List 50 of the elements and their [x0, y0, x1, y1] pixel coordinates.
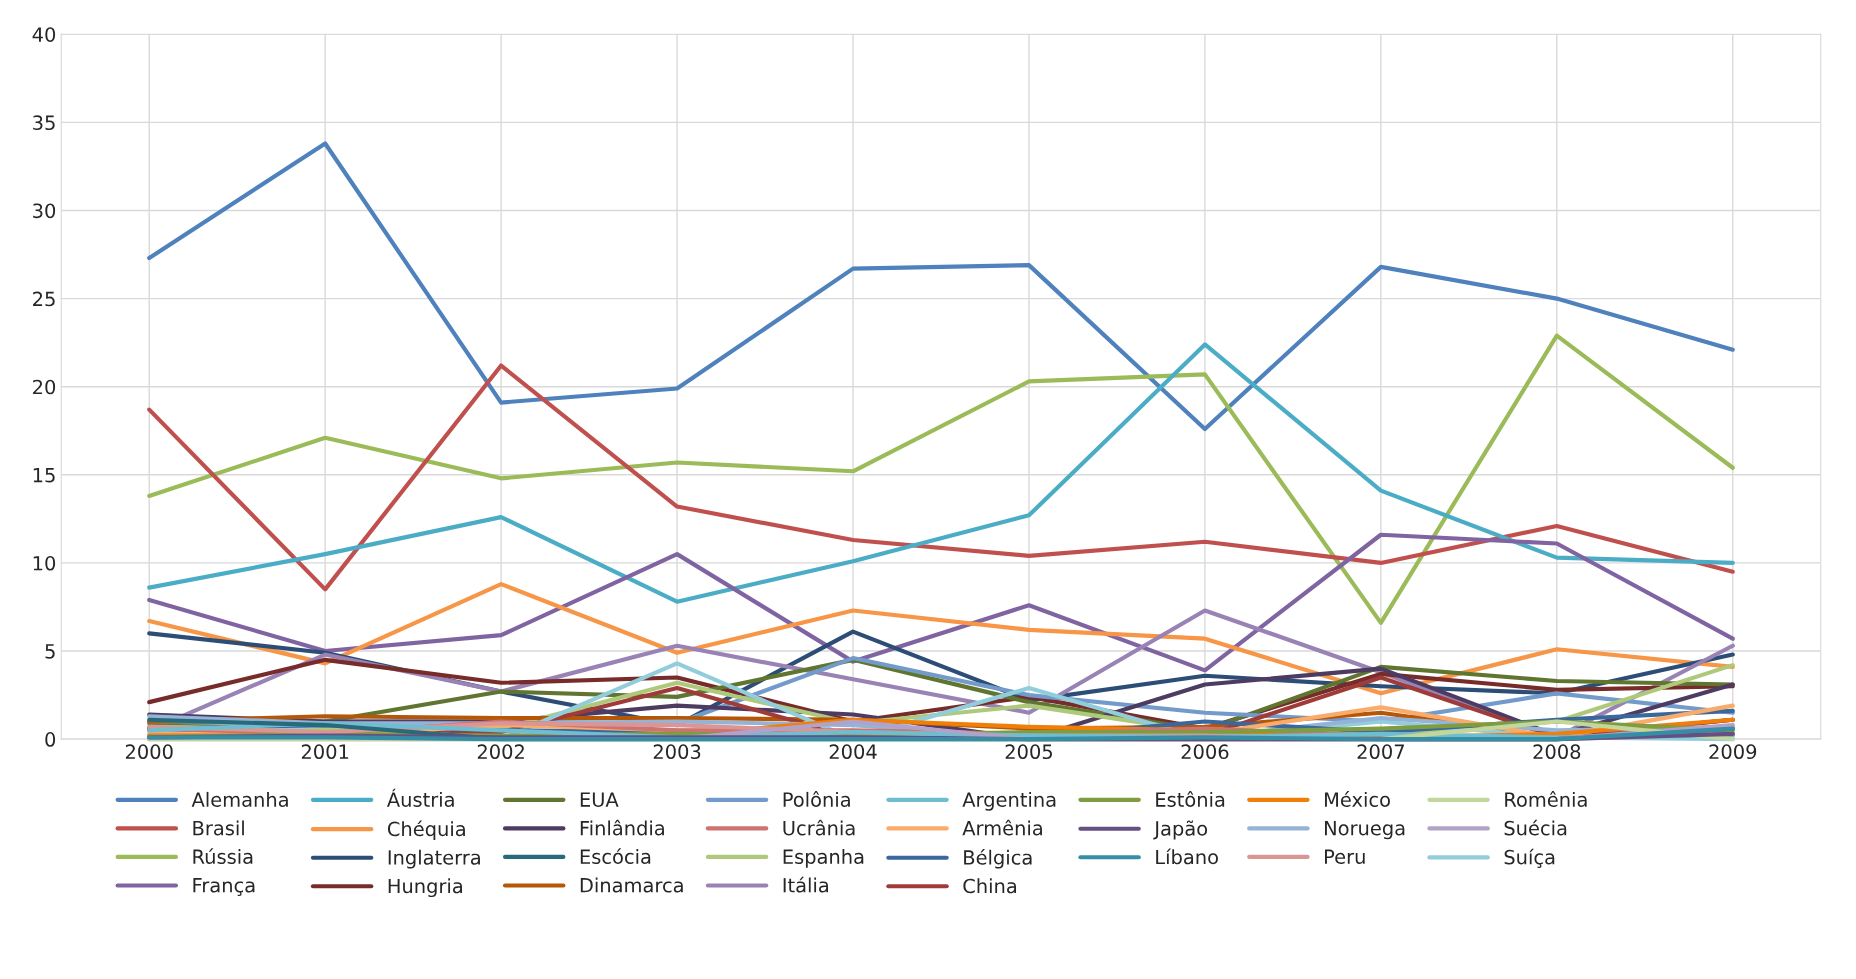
x-tick-label: 2000	[125, 744, 173, 760]
y-tick-label: 10	[33, 555, 56, 571]
legend-label: Áustria	[386, 788, 454, 807]
x-tick-label: 2002	[477, 744, 524, 760]
legend-label: Japão	[1153, 820, 1208, 840]
x-tick-label: 2001	[301, 744, 349, 760]
y-tick-label: 25	[33, 291, 55, 307]
legend-label: EUA	[580, 792, 619, 807]
legend-label: Rússia	[193, 848, 253, 865]
x-tick-label: 2004	[829, 744, 877, 760]
legend-label: Brasil	[193, 820, 244, 836]
y-tick-label: 30	[33, 203, 56, 219]
legend-label: Chéquia	[387, 820, 465, 841]
legend-label: Inglaterra	[388, 849, 480, 869]
legend-label: Itália	[783, 876, 829, 893]
legend-label: Peru	[1325, 849, 1365, 865]
legend-label: Suécia	[1504, 819, 1567, 836]
legend-label: China	[963, 878, 1017, 894]
legend-label: Espanha	[783, 848, 864, 868]
x-tick-label: 2007	[1357, 744, 1404, 760]
x-tick-label: 2008	[1533, 744, 1581, 760]
legend-label: Argentina	[962, 791, 1056, 811]
y-tick-label: 15	[33, 468, 55, 483]
legend-label: Armênia	[962, 819, 1042, 836]
line-series	[147, 532, 1735, 673]
legend-label: Escócia	[580, 848, 651, 865]
legend-label: Suíça	[1504, 848, 1555, 868]
legend-label: Estônia	[1156, 791, 1225, 807]
legend-label: Ucrânia	[783, 819, 855, 836]
legend-label: Hungria	[388, 878, 462, 898]
y-tick-label: 20	[33, 379, 56, 395]
x-tick-label: 2005	[1005, 744, 1053, 760]
x-tick-label: 2009	[1709, 744, 1757, 760]
y-tick-label: 40	[32, 27, 56, 42]
x-tick-label: 2006	[1181, 744, 1229, 760]
legend-label: França	[193, 878, 255, 897]
y-tick-label: 0	[45, 732, 56, 747]
legend-label: Polônia	[783, 791, 850, 807]
legend-label: México	[1325, 791, 1390, 807]
legend-label: Romênia	[1505, 791, 1587, 807]
x-tick-label: 2003	[653, 744, 701, 760]
line-series	[147, 141, 1735, 432]
legend-label: Dinamarca	[580, 877, 683, 893]
legend-label: Líbano	[1156, 848, 1218, 865]
legend-label: Noruega	[1325, 821, 1405, 840]
legend-label: Finlândia	[580, 819, 664, 836]
y-tick-label: 5	[45, 644, 55, 659]
legend-label: Bélgica	[964, 848, 1032, 869]
legend-label: Alemanha	[191, 791, 288, 807]
y-tick-label: 35	[33, 115, 55, 131]
